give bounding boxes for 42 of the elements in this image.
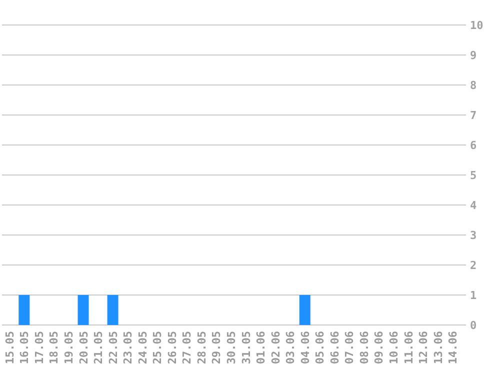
x-tick-label: 23.05 [122,331,135,364]
y-tick-label: 5 [470,169,477,182]
x-tick-label: 03.06 [284,330,298,364]
x-tick-label: 21.05 [92,331,106,364]
x-tick-label: 14.06 [446,330,460,364]
y-tick-label: 9 [470,49,477,62]
x-tick-label: 25.05 [151,331,164,364]
x-tick-label: 12.06 [417,330,430,364]
x-tick-label: 13.06 [432,330,445,364]
x-tick-label: 05.06 [314,330,327,364]
y-tick-label: 1 [470,289,477,302]
y-tick-label: 0 [470,319,477,332]
y-tick-label: 6 [470,139,477,152]
x-tick-label: 22.05 [106,331,120,364]
x-tick-label: 15.05 [3,331,16,364]
x-tick-label: 17.05 [32,331,46,364]
y-tick-label: 3 [470,229,477,242]
x-tick-label: 20.05 [77,331,90,364]
x-tick-label: 16.05 [18,331,32,364]
y-tick-label: 8 [470,79,477,92]
x-tick-label: 26.05 [166,331,179,364]
x-tick-label: 09.06 [372,330,386,364]
x-tick-label: 24.05 [136,331,150,364]
x-tick-label: 02.06 [269,330,282,364]
x-tick-label: 28.05 [195,331,208,364]
x-tick-label: 11.06 [402,330,416,364]
x-tick-label: 29.05 [210,331,224,364]
x-tick-label: 04.06 [298,330,312,364]
x-tick-label: 01.06 [254,330,268,364]
x-tick-label: 06.06 [328,330,342,364]
x-tick-label: 10.06 [388,330,401,364]
x-tick-label: 30.05 [225,331,238,364]
y-tick-label: 10 [470,19,484,32]
x-tick-label: 08.06 [358,330,371,364]
x-tick-label: 19.05 [62,331,76,364]
y-tick-label: 4 [470,199,477,212]
y-tick-label: 2 [470,259,477,272]
x-tick-label: 07.06 [343,330,356,364]
y-tick-label: 7 [470,109,477,122]
x-tick-label: 31.05 [240,331,253,364]
x-tick-label: 18.05 [48,331,61,364]
x-tick-label: 27.05 [180,331,194,364]
